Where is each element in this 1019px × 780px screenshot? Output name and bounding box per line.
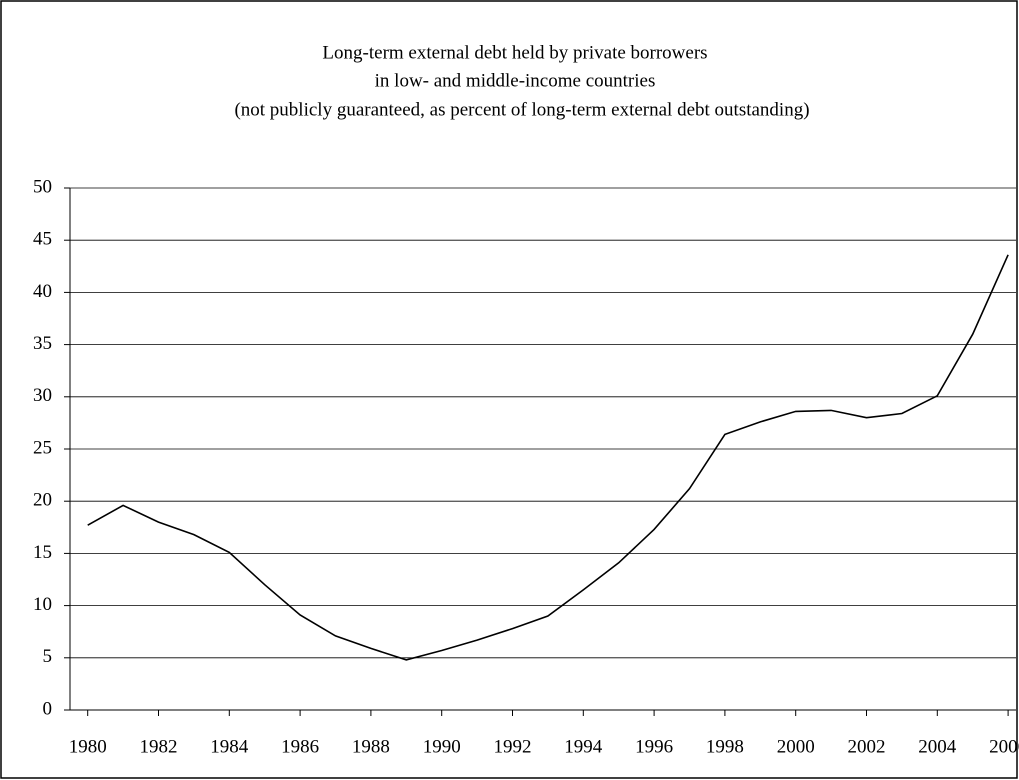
- x-tick-label: 1990: [423, 736, 461, 757]
- y-tick-label: 25: [33, 437, 52, 458]
- x-tick-label: 1998: [706, 736, 744, 757]
- y-tick-label: 45: [33, 229, 52, 250]
- x-tick-label: 1996: [635, 736, 673, 757]
- x-tick-label: 1984: [210, 736, 249, 757]
- y-tick-label: 5: [43, 646, 53, 667]
- y-tick-label: 40: [33, 281, 52, 302]
- chart-title: (not publicly guaranteed, as percent of …: [234, 99, 809, 120]
- y-tick-label: 10: [33, 594, 52, 615]
- x-tick-label: 1992: [494, 736, 532, 757]
- x-tick-label: 1982: [140, 736, 178, 757]
- x-tick-label: 1994: [564, 736, 603, 757]
- x-tick-label: 1986: [281, 736, 319, 757]
- x-tick-label: 2004: [918, 736, 957, 757]
- y-tick-label: 30: [33, 385, 52, 406]
- x-tick-label: 1988: [352, 736, 390, 757]
- y-tick-label: 50: [33, 176, 52, 197]
- y-tick-label: 0: [43, 698, 53, 719]
- y-tick-label: 35: [33, 333, 52, 354]
- chart-title: Long-term external debt held by private …: [322, 42, 707, 63]
- y-tick-label: 15: [33, 542, 52, 563]
- x-tick-label: 1980: [69, 736, 107, 757]
- line-series: [87, 254, 1009, 661]
- chart-title: in low- and middle-income countries: [375, 70, 656, 91]
- x-tick-label: 2006: [989, 736, 1019, 757]
- y-tick-label: 20: [33, 490, 52, 511]
- x-tick-label: 2000: [777, 736, 815, 757]
- x-tick-label: 2002: [848, 736, 886, 757]
